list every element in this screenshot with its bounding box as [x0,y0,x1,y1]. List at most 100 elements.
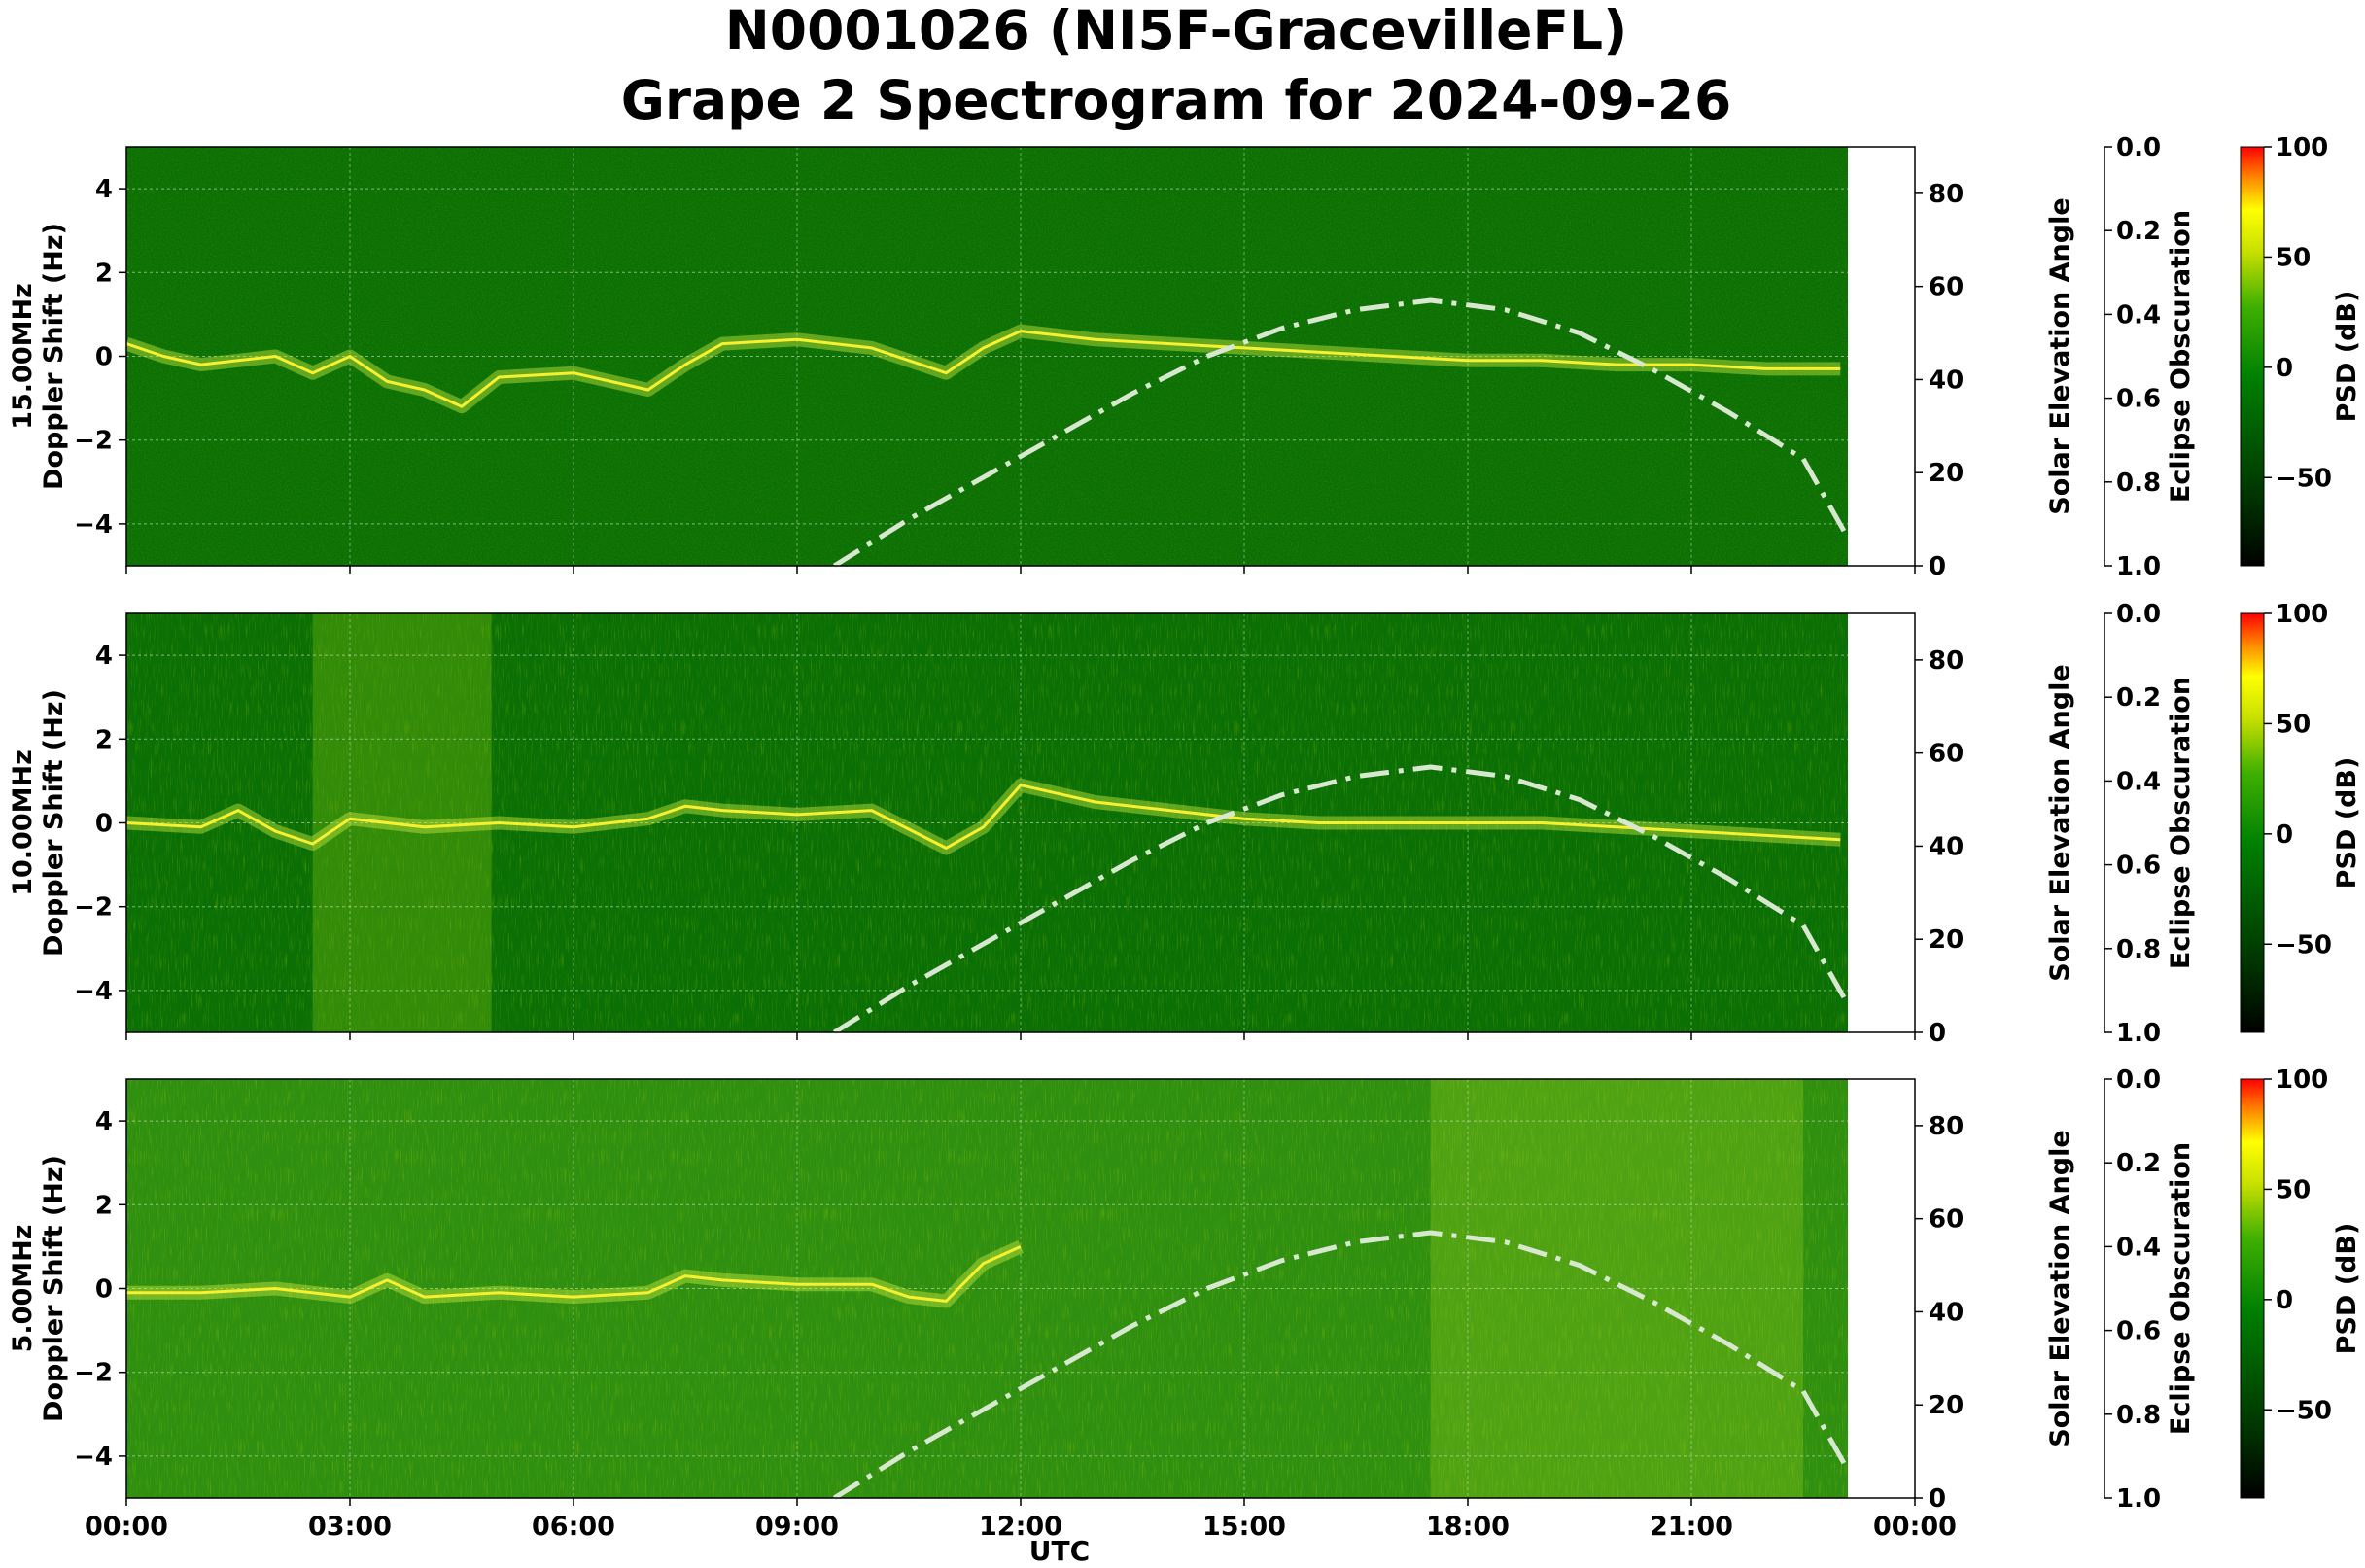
colorbar-tick-label: 0 [2276,354,2293,383]
solar-elevation-curve [832,764,1851,1035]
solar-tick-label: 40 [1929,366,1964,395]
solar-tick-label: 40 [1929,832,1964,861]
y-axis-label: 10.00MHz [8,749,38,896]
eclipse-tick-label: 0.0 [2116,1065,2161,1095]
y-tick-label: 2 [95,1191,113,1220]
eclipse-axis-label: Eclipse Obscuration [2166,1142,2196,1435]
y-tick-label: 4 [95,642,113,671]
eclipse-tick-label: 0.0 [2116,133,2161,162]
colorbar [2240,612,2265,1033]
y-tick-label: 2 [95,259,113,288]
doppler-trace [125,784,1841,850]
panel-10.00MHz: −4 −2 0 2 4 10.00MHz Doppler Shift (Hz) 0 20 40 60… [8,600,2362,1048]
x-tick-label: 06:00 [532,1512,615,1542]
solar-elevation-curve [832,297,1851,569]
colorbar-tick-label: 100 [2276,600,2328,629]
y-axis-label: 5.00MHz [8,1225,38,1353]
solar-axis-label: Solar Elevation Angle [2045,197,2075,514]
colorbar [2240,1078,2265,1499]
x-tick-label: 00:00 [85,1512,168,1542]
eclipse-tick-label: 0.8 [2116,935,2161,964]
x-tick-label: 12:00 [979,1512,1062,1542]
solar-tick-label: 80 [1929,1112,1964,1141]
eclipse-tick-label: 0.2 [2116,217,2161,246]
title-line-2: Grape 2 Spectrogram for 2024-09-26 [621,69,1732,131]
colorbar-tick-label: 100 [2276,133,2328,162]
y-tick-label: 4 [95,175,113,204]
x-tick-label: 18:00 [1426,1512,1510,1542]
solar-tick-label: 0 [1929,1484,1946,1514]
eclipse-tick-label: 1.0 [2116,552,2161,581]
colorbar-label: PSD (dB) [2332,1223,2362,1355]
y-tick-label: −4 [74,977,113,1006]
eclipse-tick-label: 1.0 [2116,1019,2161,1048]
eclipse-tick-label: 0.6 [2116,1317,2161,1346]
solar-tick-label: 20 [1929,1391,1964,1420]
y-tick-label: −2 [74,427,113,456]
colorbar-tick-label: −50 [2276,464,2332,493]
y-axis-label: 15.00MHz [8,283,38,430]
y-tick-label: 4 [95,1107,113,1136]
y-tick-label: 0 [95,810,113,839]
solar-elevation-curve [832,1230,1851,1501]
solar-tick-label: 20 [1929,925,1964,955]
y-tick-label: −2 [74,893,113,923]
eclipse-tick-label: 1.0 [2116,1484,2161,1514]
colorbar-tick-label: −50 [2276,930,2332,959]
eclipse-axis-label: Eclipse Obscuration [2166,677,2196,969]
eclipse-axis-label: Eclipse Obscuration [2166,210,2196,503]
y-tick-label: 0 [95,343,113,372]
y-tick-label: 2 [95,725,113,754]
doppler-trace [125,330,1841,408]
y-tick-label: 0 [95,1275,113,1305]
eclipse-tick-label: 0.6 [2116,385,2161,414]
x-tick-label: 21:00 [1650,1512,1733,1542]
colorbar-tick-label: 50 [2276,243,2311,272]
x-tick-label: 15:00 [1202,1512,1286,1542]
colorbar-tick-label: 50 [2276,710,2311,739]
eclipse-tick-label: 0.4 [2116,1233,2161,1262]
solar-tick-label: 20 [1929,459,1964,488]
colorbar-tick-label: 100 [2276,1065,2328,1095]
y-tick-label: −4 [74,510,113,540]
solar-tick-label: 80 [1929,646,1964,676]
colorbar-tick-label: −50 [2276,1396,2332,1425]
title-line-1: N0001026 (NI5F-GracevilleFL) [725,0,1627,61]
y-axis-label: Doppler Shift (Hz) [39,689,69,957]
solar-tick-label: 60 [1929,273,1964,302]
colorbar [2240,146,2265,567]
colorbar-label: PSD (dB) [2332,291,2362,423]
colorbar-tick-label: 0 [2276,820,2293,850]
colorbar-tick-label: 0 [2276,1286,2293,1315]
colorbar-label: PSD (dB) [2332,757,2362,889]
solar-tick-label: 0 [1929,1019,1946,1048]
solar-axis-label: Solar Elevation Angle [2045,1130,2075,1446]
solar-axis-label: Solar Elevation Angle [2045,664,2075,981]
x-tick-label: 09:00 [755,1512,839,1542]
solar-tick-label: 60 [1929,740,1964,769]
eclipse-tick-label: 0.8 [2116,1401,2161,1430]
eclipse-tick-label: 0.0 [2116,600,2161,629]
y-tick-label: −2 [74,1359,113,1388]
y-tick-label: −4 [74,1443,113,1472]
eclipse-tick-label: 0.4 [2116,300,2161,330]
y-axis-label: Doppler Shift (Hz) [39,223,69,490]
x-tick-label: 03:00 [308,1512,392,1542]
eclipse-tick-label: 0.6 [2116,852,2161,881]
eclipse-tick-label: 0.2 [2116,683,2161,713]
panel-5.00MHz: −4 −2 0 2 4 5.00MHz Doppler Shift (Hz) 0 20 40 60 8… [8,1065,2362,1542]
panel-15.00MHz: −4 −2 0 2 4 15.00MHz Doppler Shift (Hz) 0 20 40 60… [8,133,2362,581]
x-tick-label: 00:00 [1873,1512,1957,1542]
eclipse-tick-label: 0.8 [2116,469,2161,498]
solar-tick-label: 60 [1929,1205,1964,1235]
solar-tick-label: 0 [1929,552,1946,581]
doppler-trace [126,1245,1022,1303]
eclipse-tick-label: 0.4 [2116,767,2161,796]
colorbar-tick-label: 50 [2276,1175,2311,1204]
solar-tick-label: 80 [1929,180,1964,209]
x-axis-label: UTC [1029,1535,1090,1567]
y-axis-label: Doppler Shift (Hz) [39,1155,69,1422]
solar-tick-label: 40 [1929,1298,1964,1327]
